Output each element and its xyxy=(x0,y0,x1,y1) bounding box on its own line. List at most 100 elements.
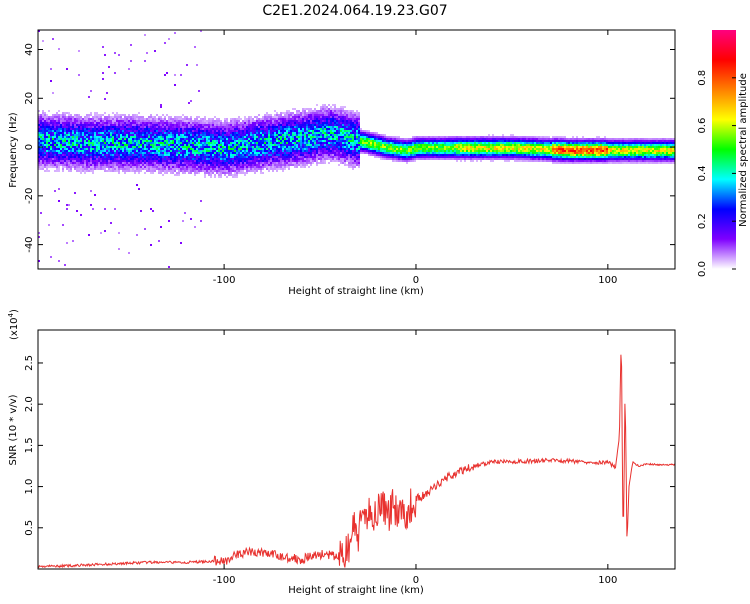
heatmap-cell xyxy=(60,132,62,134)
heatmap-cell xyxy=(258,148,260,150)
heatmap-cell xyxy=(200,122,202,124)
heatmap-cell xyxy=(234,166,236,168)
heatmap-cell xyxy=(234,118,236,120)
heatmap-cell xyxy=(124,154,126,156)
heatmap-cell xyxy=(384,146,386,148)
heatmap-cell xyxy=(92,122,94,124)
heatmap-cell xyxy=(96,160,98,162)
heatmap-cell xyxy=(76,154,78,156)
heatmap-cell xyxy=(232,168,234,170)
heatmap-cell xyxy=(290,164,292,166)
heatmap-cell xyxy=(70,162,72,164)
heatmap-cell xyxy=(250,116,252,118)
heatmap-cell xyxy=(308,152,310,154)
heatmap-cell xyxy=(244,152,246,154)
heatmap-cell xyxy=(78,136,80,138)
heatmap-cell xyxy=(258,142,260,144)
heatmap-cell xyxy=(86,162,88,164)
heatmap-cell xyxy=(308,108,310,110)
heatmap-cell xyxy=(180,74,182,76)
heatmap-cell xyxy=(166,128,168,130)
heatmap-cell xyxy=(228,148,230,150)
heatmap-cell xyxy=(290,114,292,116)
heatmap-cell xyxy=(280,138,282,140)
heatmap-cell xyxy=(384,140,386,142)
heatmap-cell xyxy=(274,156,276,158)
heatmap-cell xyxy=(248,146,250,148)
heatmap-cell xyxy=(214,134,216,136)
heatmap-cell xyxy=(302,134,304,136)
heatmap-cell xyxy=(210,148,212,150)
heatmap-cell xyxy=(220,132,222,134)
heatmap-cell xyxy=(140,134,142,136)
heatmap-cell xyxy=(82,152,84,154)
heatmap-cell xyxy=(238,148,240,150)
heatmap-cell xyxy=(406,140,408,142)
heatmap-cell xyxy=(378,142,380,144)
heatmap-cell xyxy=(230,152,232,154)
heatmap-cell xyxy=(188,154,190,156)
heatmap-cell xyxy=(190,160,192,162)
heatmap-cell xyxy=(232,118,234,120)
heatmap-cell xyxy=(376,132,378,134)
heatmap-cell xyxy=(360,152,362,154)
heatmap-cell xyxy=(104,128,106,130)
heatmap-cell xyxy=(92,208,94,210)
heatmap-cell xyxy=(286,152,288,154)
heatmap-cell xyxy=(210,144,212,146)
heatmap-cell xyxy=(268,140,270,142)
heatmap-cell xyxy=(48,126,50,128)
heatmap-cell xyxy=(58,126,60,128)
heatmap-cell xyxy=(204,156,206,158)
heatmap-cell xyxy=(362,146,364,148)
heatmap-cell xyxy=(154,154,156,156)
heatmap-cell xyxy=(276,162,278,164)
heatmap-cell xyxy=(252,132,254,134)
heatmap-cell xyxy=(218,174,220,176)
heatmap-cell xyxy=(212,122,214,124)
heatmap-cell xyxy=(70,114,72,116)
heatmap-cell xyxy=(146,140,148,142)
heatmap-cell xyxy=(104,152,106,154)
heatmap-cell xyxy=(146,130,148,132)
heatmap-cell xyxy=(340,106,342,108)
heatmap-cell xyxy=(408,156,410,158)
heatmap-cell xyxy=(194,150,196,152)
heatmap-cell xyxy=(106,138,108,140)
heatmap-cell xyxy=(258,168,260,170)
heatmap-cell xyxy=(326,118,328,120)
heatmap-cell xyxy=(298,110,300,112)
heatmap-cell xyxy=(404,140,406,142)
heatmap-cell xyxy=(134,152,136,154)
heatmap-cell xyxy=(320,110,322,112)
heatmap-cell xyxy=(110,144,112,146)
heatmap-cell xyxy=(310,150,312,152)
heatmap-cell xyxy=(236,126,238,128)
heatmap-cell xyxy=(294,136,296,138)
heatmap-cell xyxy=(292,138,294,140)
heatmap-cell xyxy=(128,68,130,70)
heatmap-cell xyxy=(144,160,146,162)
heatmap-cell xyxy=(334,136,336,138)
heatmap-cell xyxy=(50,154,52,156)
heatmap-cell xyxy=(176,164,178,166)
heatmap-cell xyxy=(196,170,198,172)
heatmap-cell xyxy=(92,152,94,154)
heatmap-cell xyxy=(140,146,142,148)
heatmap-cell xyxy=(270,122,272,124)
heatmap-cell xyxy=(170,158,172,160)
heatmap-cell xyxy=(264,166,266,168)
heatmap-cell xyxy=(236,176,238,178)
heatmap-cell xyxy=(176,156,178,158)
heatmap-cell xyxy=(196,154,198,156)
heatmap-cell xyxy=(176,158,178,160)
heatmap-cell xyxy=(330,160,332,162)
heatmap-cell xyxy=(402,148,404,150)
heatmap-cell xyxy=(196,164,198,166)
heatmap-cell xyxy=(254,116,256,118)
heatmap-cell xyxy=(204,138,206,140)
heatmap-cell xyxy=(118,152,120,154)
heatmap-cell xyxy=(314,124,316,126)
heatmap-cell xyxy=(202,138,204,140)
heatmap-cell xyxy=(54,148,56,150)
